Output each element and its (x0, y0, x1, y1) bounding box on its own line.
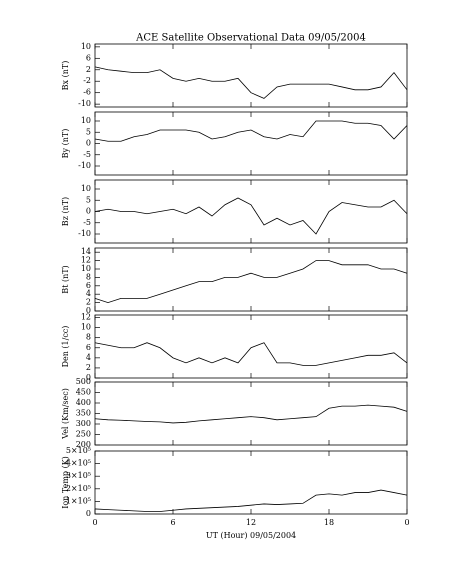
panel-frame (94, 43, 408, 108)
y-axis-label: Ion Temp (K) (61, 456, 70, 509)
y-tick-label: -5 (83, 218, 91, 227)
y-tick-label: 3×10⁵ (66, 471, 91, 480)
y-tick-label: -5 (83, 150, 91, 159)
y-tick-label: 0 (86, 373, 91, 382)
y-tick-label: 200 (76, 440, 91, 449)
y-tick-label: 5 (86, 195, 91, 204)
x-tick-label: 0 (404, 518, 409, 527)
panel-frame (94, 179, 408, 244)
y-tick-label: 2×10⁵ (66, 484, 91, 493)
y-axis-label: Bx (nT) (61, 61, 70, 91)
y-tick-label: 4 (86, 353, 91, 362)
y-tick-label: -10 (78, 229, 91, 238)
y-tick-label: 12 (81, 313, 91, 322)
y-tick-label: -10 (78, 161, 91, 170)
y-tick-label: 10 (81, 184, 91, 193)
y-tick-label: 14 (81, 247, 91, 256)
y-axis-label: Vel (Km/sec) (61, 388, 70, 440)
x-tick-label: 18 (324, 518, 334, 527)
y-tick-label: 350 (76, 409, 91, 418)
data-line (94, 489, 408, 512)
data-line (94, 260, 408, 304)
y-tick-label: 10 (81, 116, 91, 125)
panel-frame (94, 450, 408, 515)
y-axis-label: Den (1/cc) (61, 326, 70, 368)
y-axis-label: Bt (nT) (61, 265, 70, 293)
x-tick-label: 0 (92, 518, 97, 527)
y-tick-label: 4×10⁵ (66, 459, 91, 468)
x-tick-label: 6 (170, 518, 175, 527)
panel-frame (94, 314, 408, 379)
data-line (94, 342, 408, 366)
y-tick-label: 10 (81, 264, 91, 273)
y-tick-label: 5×10⁵ (66, 446, 91, 455)
x-axis-label: UT (Hour) 09/05/2004 (206, 531, 296, 540)
y-tick-label: 400 (76, 398, 91, 407)
data-line (94, 66, 408, 99)
panel-frame (94, 247, 408, 312)
y-tick-label: 300 (76, 419, 91, 428)
y-tick-label: 1×10⁵ (66, 496, 91, 505)
y-tick-label: 0 (86, 509, 91, 518)
y-tick-label: 5 (86, 127, 91, 136)
chart-title: ACE Satellite Observational Data 09/05/2… (135, 33, 366, 44)
y-tick-label: -2 (83, 76, 91, 85)
y-tick-label: 0 (86, 207, 91, 216)
y-tick-label: 8 (86, 333, 91, 342)
y-tick-label: 250 (76, 430, 91, 439)
y-axis-label: Bz (nT) (61, 197, 70, 226)
y-tick-label: 0 (86, 306, 91, 315)
x-tick-label: 12 (246, 518, 256, 527)
data-line (94, 197, 408, 235)
y-tick-label: 0 (86, 139, 91, 148)
y-tick-label: 6 (86, 53, 91, 62)
data-line (94, 404, 408, 424)
panel-frame (94, 381, 408, 446)
data-line (94, 120, 408, 142)
y-tick-label: 6 (86, 281, 91, 290)
panel-frame (94, 111, 408, 176)
y-tick-label: 500 (76, 377, 91, 386)
y-tick-label: 6 (86, 343, 91, 352)
y-tick-label: 12 (81, 256, 91, 265)
y-tick-label: 4 (86, 289, 91, 298)
y-tick-label: 2 (86, 65, 91, 74)
y-tick-label: 10 (81, 42, 91, 51)
y-tick-label: 2 (86, 298, 91, 307)
y-tick-label: 8 (86, 272, 91, 281)
y-axis-label: By (nT) (61, 129, 70, 159)
y-tick-label: 10 (81, 323, 91, 332)
y-tick-label: -6 (83, 88, 91, 97)
y-tick-label: 450 (76, 388, 91, 397)
y-tick-label: 2 (86, 363, 91, 372)
y-tick-label: -10 (78, 99, 91, 108)
